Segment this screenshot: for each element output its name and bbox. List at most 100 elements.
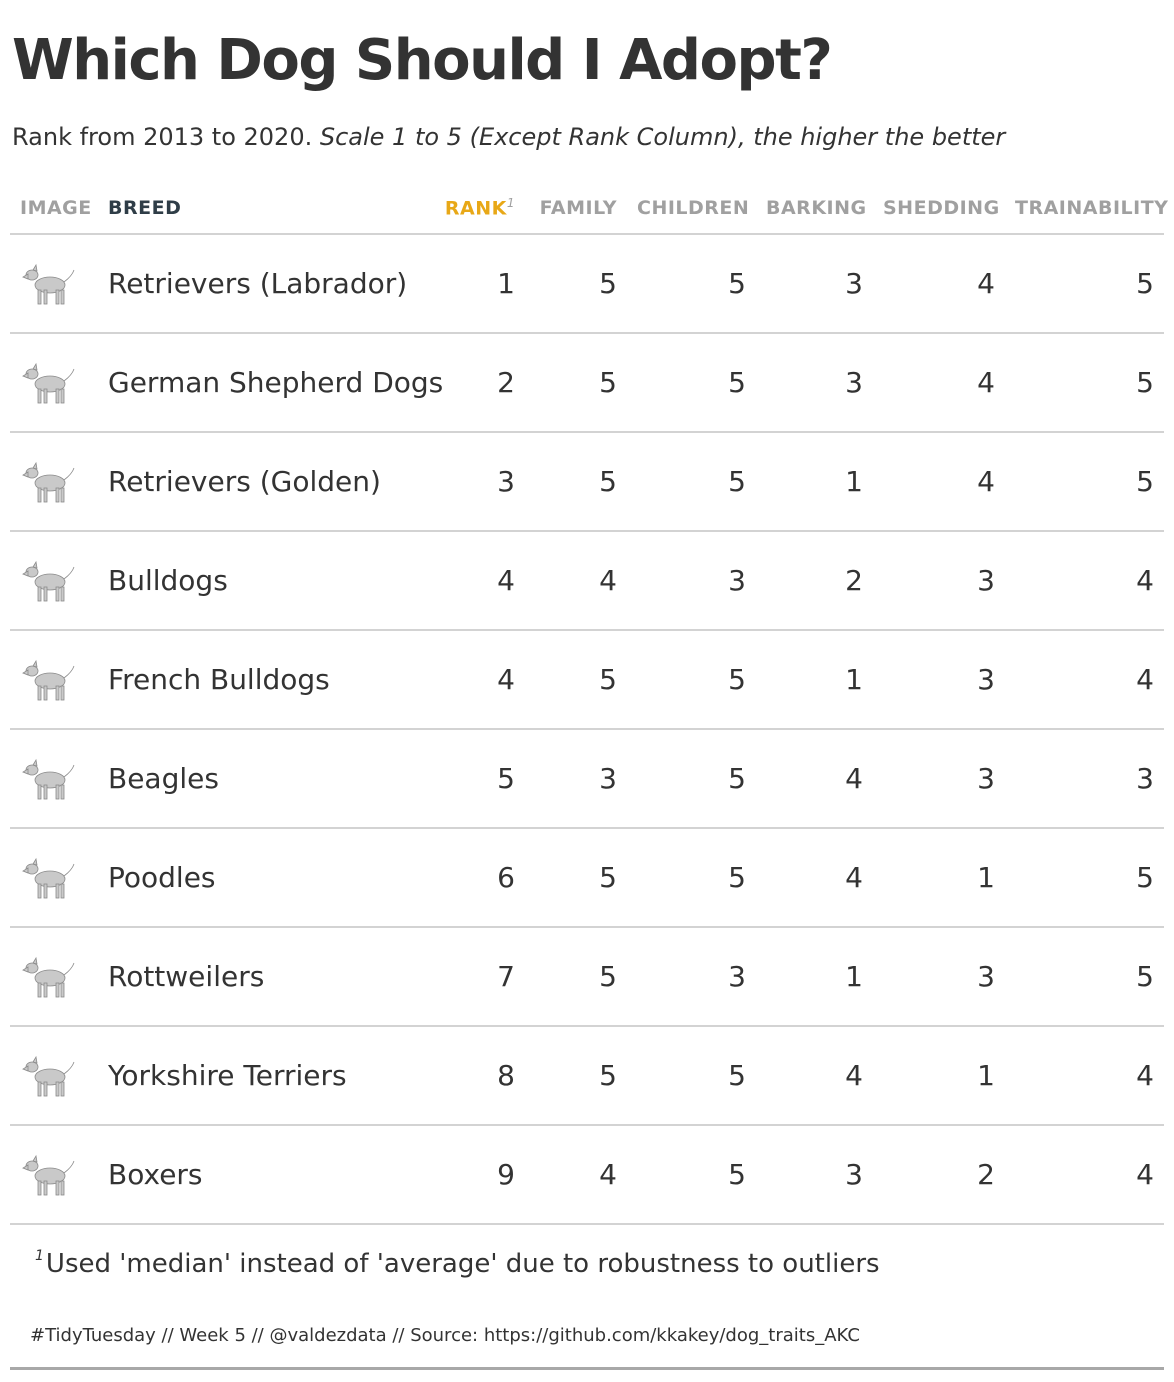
barking-cell: 1 [756,432,873,532]
children-cell: 3 [627,531,756,631]
family-cell: 5 [525,927,627,1027]
image-cell [10,1026,98,1126]
trainability-cell: 4 [1005,1125,1164,1225]
header-barking: BARKING [756,183,873,235]
image-cell [10,729,98,829]
breed-cell: Yorkshire Terriers [98,1026,430,1126]
table-row: Bulldogs 4 4 3 2 3 4 [10,531,1164,631]
boxer-icon [22,1154,75,1195]
children-cell: 3 [627,927,756,1027]
rank-cell: 7 [430,927,525,1027]
table-row: German Shepherd Dogs 2 5 5 3 4 5 [10,333,1164,433]
rank-cell: 6 [430,828,525,928]
header-rank-label: RANK [444,197,507,220]
shedding-cell: 3 [873,630,1005,730]
breed-cell: Retrievers (Golden) [98,432,430,532]
rank-cell: 1 [430,234,525,334]
subtitle-plain: Rank from 2013 to 2020. [12,123,313,151]
family-cell: 4 [525,1125,627,1225]
barking-cell: 1 [756,927,873,1027]
rank-cell: 4 [430,630,525,730]
children-cell: 5 [627,1125,756,1225]
children-cell: 5 [627,432,756,532]
breed-cell: French Bulldogs [98,630,430,730]
table-row: Retrievers (Golden) 3 5 5 1 4 5 [10,432,1164,532]
table-row: French Bulldogs 4 5 5 1 3 4 [10,630,1164,730]
trainability-cell: 5 [1005,828,1164,928]
yorkshire-terrier-icon [22,1055,75,1096]
image-cell [10,531,98,631]
trainability-cell: 5 [1005,234,1164,334]
image-cell [10,828,98,928]
shedding-cell: 3 [873,531,1005,631]
family-cell: 5 [525,630,627,730]
family-cell: 3 [525,729,627,829]
breed-cell: Bulldogs [98,531,430,631]
children-cell: 5 [627,234,756,334]
table-body: Retrievers (Labrador) 1 5 5 3 4 5 German Shephe… [10,234,1164,1225]
footnote-text: Used 'median' instead of 'average' due t… [45,1249,880,1279]
barking-cell: 4 [756,1026,873,1126]
table-row: Boxers 9 4 5 3 2 4 [10,1125,1164,1225]
footnote: 1Used 'median' instead of 'average' due … [35,1248,880,1279]
shedding-cell: 3 [873,927,1005,1027]
labrador-retriever-icon [22,263,75,304]
breed-cell: Poodles [98,828,430,928]
barking-cell: 1 [756,630,873,730]
poodle-icon [22,857,75,898]
children-cell: 5 [627,333,756,433]
header-breed: BREED [98,183,430,235]
header-image: IMAGE [10,183,98,235]
family-cell: 5 [525,1026,627,1126]
table-row: Poodles 6 5 5 4 1 5 [10,828,1164,928]
trainability-cell: 5 [1005,333,1164,433]
shedding-cell: 1 [873,828,1005,928]
table-row: Yorkshire Terriers 8 5 5 4 1 4 [10,1026,1164,1126]
trainability-cell: 5 [1005,927,1164,1027]
header-family: FAMILY [525,183,627,235]
children-cell: 5 [627,1026,756,1126]
french-bulldog-icon [22,659,75,700]
trainability-cell: 5 [1005,432,1164,532]
bottom-rule [10,1367,1164,1370]
page-title: Which Dog Should I Adopt? [12,28,833,93]
children-cell: 5 [627,630,756,730]
header-shedding: SHEDDING [873,183,1005,235]
table-header-row: IMAGE BREED RANK1 FAMILY CHILDREN BARKIN… [10,183,1168,235]
barking-cell: 2 [756,531,873,631]
family-cell: 5 [525,234,627,334]
shedding-cell: 1 [873,1026,1005,1126]
breed-cell: Rottweilers [98,927,430,1027]
shedding-cell: 4 [873,234,1005,334]
rank-cell: 8 [430,1026,525,1126]
header-children: CHILDREN [627,183,756,235]
family-cell: 5 [525,432,627,532]
table-row: Beagles 5 3 5 4 3 3 [10,729,1164,829]
bulldog-icon [22,560,75,601]
family-cell: 5 [525,333,627,433]
footnote-marker: 1 [35,1248,44,1264]
trainability-cell: 4 [1005,630,1164,730]
breed-cell: Beagles [98,729,430,829]
german-shepherd-icon [22,362,75,403]
image-cell [10,432,98,532]
barking-cell: 3 [756,333,873,433]
children-cell: 5 [627,828,756,928]
rank-cell: 9 [430,1125,525,1225]
image-cell [10,1125,98,1225]
shedding-cell: 4 [873,432,1005,532]
trainability-cell: 4 [1005,531,1164,631]
rottweiler-icon [22,956,75,997]
image-cell [10,333,98,433]
table-row: Retrievers (Labrador) 1 5 5 3 4 5 [10,234,1164,334]
page-subtitle: Rank from 2013 to 2020. Scale 1 to 5 (Ex… [12,123,1005,151]
breed-cell: German Shepherd Dogs [98,333,443,433]
trainability-cell: 4 [1005,1026,1164,1126]
dog-table: IMAGE BREED RANK 1 FAMILY CHILDREN BARKIN… [10,183,1168,1225]
rank-cell: 4 [430,531,525,631]
image-cell [10,630,98,730]
breed-cell: Boxers [98,1125,430,1225]
header-trainability: TRAINABILITY [1005,183,1168,235]
breed-cell: Retrievers (Labrador) [98,234,430,334]
subtitle-italic: Scale 1 to 5 (Except Rank Column), the h… [319,123,1006,151]
